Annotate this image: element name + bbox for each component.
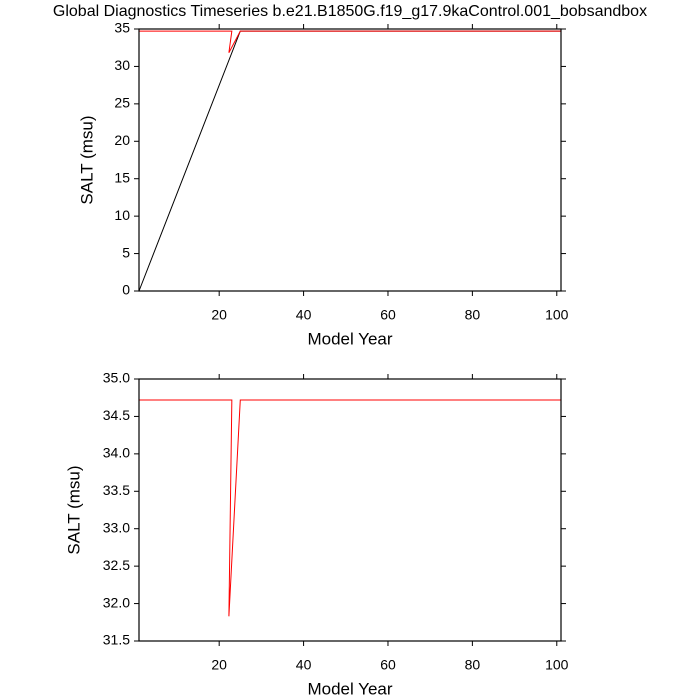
y-axis-label: SALT (msu) [77,115,96,204]
y-tick-label: 35 [114,20,130,36]
chart-title: Global Diagnostics Timeseries b.e21.B185… [53,3,647,20]
plot-frame [138,378,562,642]
x-tick-label: 40 [296,657,312,673]
series-line [139,30,561,53]
y-tick-label: 0 [122,282,130,298]
y-tick-label: 31.5 [103,632,130,648]
x-tick-label: 40 [296,307,312,323]
x-axis-label: Model Year [307,679,392,698]
y-tick-label: 35.0 [103,370,130,386]
plot-frame [138,28,562,292]
y-tick-label: 30 [114,57,130,73]
y-tick-label: 34.0 [103,445,130,461]
x-tick-label: 60 [380,657,396,673]
y-tick-label: 32.0 [103,594,130,610]
y-tick-label: 32.5 [103,557,130,573]
x-tick-label: 80 [465,307,481,323]
series-line [138,30,561,292]
x-axis-label: Model Year [307,329,392,348]
series-line [139,399,561,617]
y-tick-label: 25 [114,95,130,111]
x-tick-label: 60 [380,307,396,323]
x-tick-label: 100 [545,657,569,673]
x-tick-label: 20 [211,307,227,323]
y-tick-label: 33.5 [103,482,130,498]
y-axis-label: SALT (msu) [64,465,83,554]
y-tick-label: 5 [122,244,130,260]
y-tick-label: 33.0 [103,519,130,535]
y-tick-label: 20 [114,132,130,148]
y-tick-label: 10 [114,207,130,223]
y-tick-label: 15 [114,169,130,185]
x-tick-label: 20 [211,657,227,673]
y-tick-label: 34.5 [103,407,130,423]
x-tick-label: 80 [465,657,481,673]
x-tick-label: 100 [545,307,569,323]
